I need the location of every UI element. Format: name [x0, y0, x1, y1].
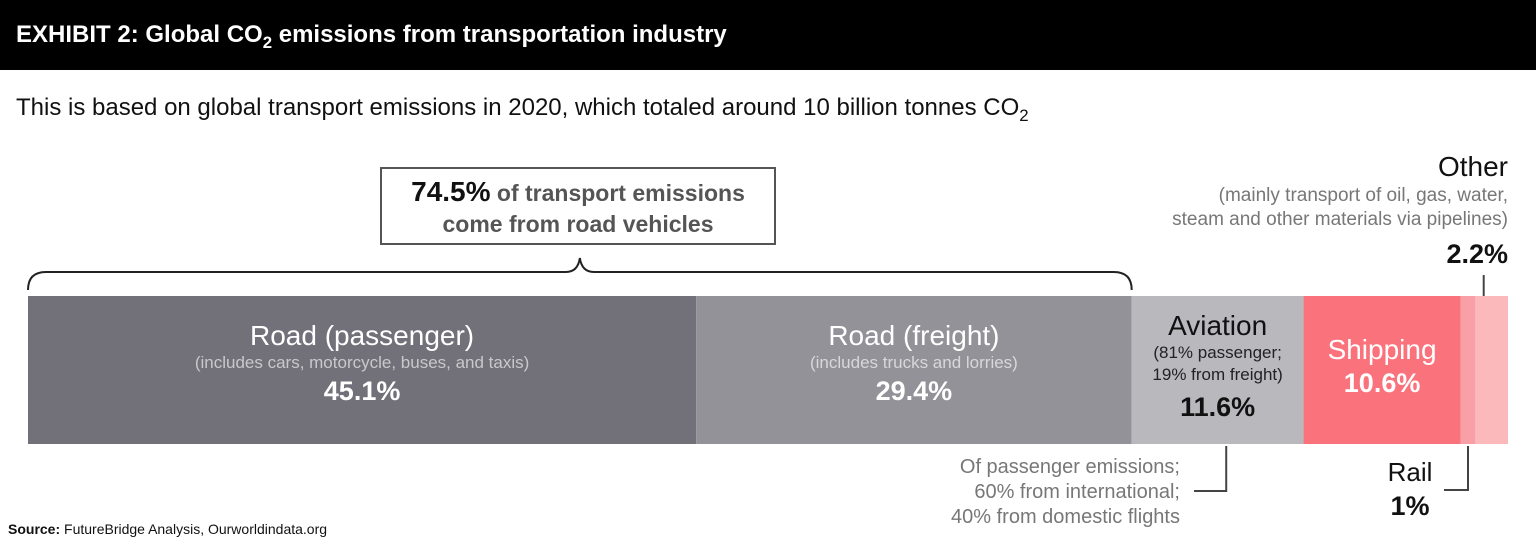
exhibit-title: EXHIBIT 2: Global CO2 emissions from tra… — [16, 21, 727, 52]
road-freight-label: Road (freight) (includes trucks and lorr… — [696, 320, 1132, 408]
callout-line-2: come from road vehicles — [442, 211, 714, 237]
aviation-note-line-2: 60% from international; — [974, 481, 1180, 503]
road-freight-detail: (includes trucks and lorries) — [809, 353, 1018, 372]
source-text: FutureBridge Analysis, Ourworldindata.or… — [60, 521, 328, 537]
rail-annotation: Rail 1% — [1370, 456, 1450, 524]
other-name: Other — [1437, 151, 1508, 182]
aviation-leader-line — [1194, 446, 1228, 492]
aviation-passenger-note: Of passenger emissions; 60% from interna… — [951, 455, 1180, 530]
aviation-value: 11.6% — [1180, 392, 1256, 422]
road-passenger-bar — [28, 296, 697, 444]
road-passenger-detail: (includes cars, motorcycle, buses, and t… — [194, 353, 530, 372]
shipping-bar — [1303, 296, 1461, 444]
subtitle-subscript: 2 — [1019, 105, 1029, 125]
road-bracket — [27, 257, 1133, 291]
rail-leader-line — [1444, 446, 1469, 491]
shipping-value: 10.6% — [1343, 368, 1421, 398]
aviation-note-line-1: Of passenger emissions; — [959, 456, 1180, 478]
chart-subtitle: This is based on global transport emissi… — [16, 94, 1029, 125]
title-text-pre: EXHIBIT 2: Global CO — [16, 21, 263, 48]
rail-value: 1% — [1390, 491, 1430, 521]
road-callout-box: 74.5% of transport emissions come from r… — [380, 167, 776, 245]
aviation-detail-1: (81% passenger; — [1153, 343, 1282, 362]
aviation-label: Aviation (81% passenger; 19% from freigh… — [1132, 310, 1304, 424]
aviation-detail-2: 19% from freight) — [1152, 365, 1283, 384]
aviation-note-line-3: 40% from domestic flights — [951, 506, 1180, 528]
callout-line-1: 74.5% of transport emissions — [382, 176, 774, 209]
shipping-label: Shipping 10.6% — [1304, 334, 1461, 400]
road-passenger-name: Road (passenger) — [250, 320, 475, 351]
road-passenger-value: 45.1% — [323, 376, 401, 406]
road-passenger-label: Road (passenger) (includes cars, motorcy… — [28, 320, 696, 408]
other-value: 2.2% — [1446, 239, 1508, 269]
road-freight-bar — [696, 296, 1132, 444]
exhibit-header: EXHIBIT 2: Global CO2 emissions from tra… — [0, 0, 1536, 70]
other-annotation: Other (mainly transport of oil, gas, wat… — [1172, 150, 1508, 274]
subtitle-text: This is based on global transport emissi… — [16, 94, 1020, 121]
road-freight-value: 29.4% — [875, 376, 953, 406]
rail-name: Rail — [1387, 457, 1433, 487]
title-text-post: emissions from transportation industry — [272, 21, 727, 48]
source-label: Source: — [8, 521, 61, 537]
title-subscript: 2 — [262, 32, 273, 52]
rail-bar — [1460, 296, 1476, 444]
aviation-bar — [1131, 296, 1304, 444]
road-freight-name: Road (freight) — [828, 320, 1000, 351]
source-note: Source: FutureBridge Analysis, Ourworldi… — [8, 521, 327, 537]
other-detail-2: steam and other materials via pipelines) — [1172, 209, 1508, 230]
aviation-name: Aviation — [1168, 310, 1268, 341]
callout-line-1-text: of transport emissions — [490, 180, 745, 206]
other-bar — [1475, 296, 1508, 444]
callout-value: 74.5% — [411, 176, 491, 207]
shipping-name: Shipping — [1327, 334, 1437, 365]
other-detail-1: (mainly transport of oil, gas, water, — [1218, 185, 1508, 206]
